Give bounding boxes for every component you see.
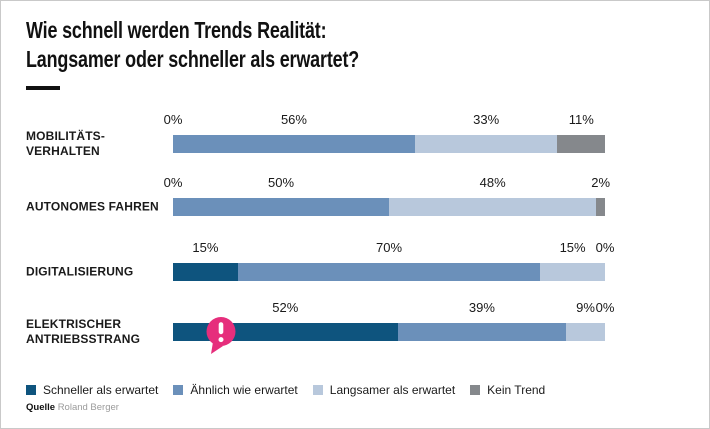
legend-swatch-similar — [173, 385, 184, 395]
value-labels: 0% 50% 48% 2% — [164, 175, 610, 191]
category-label: ELEKTRISCHER ANTRIEBSSTRANG — [26, 317, 141, 346]
legend-item-none: Kein Trend — [470, 383, 545, 397]
legend-swatch-faster — [26, 385, 36, 395]
title-dash — [26, 86, 60, 90]
bar-segment-slower — [566, 323, 605, 341]
legend-swatch-slower — [312, 385, 323, 395]
title-line-2: Langsamer oder schneller als erwartet? — [26, 45, 360, 72]
category-label: DIGITALISIERUNG — [26, 264, 134, 279]
legend-label: Ähnlich wie erwartet — [190, 383, 298, 397]
legend-label: Kein Trend — [487, 383, 546, 397]
legend-item-similar: Ähnlich wie erwartet — [173, 383, 298, 397]
value-label-none: 0% — [595, 240, 615, 255]
page-title: Wie schnell werden Trends Realität: Langs… — [26, 16, 359, 73]
value-label-faster: 52% — [272, 300, 299, 315]
value-labels: 15% 70% 15% 0% — [173, 240, 614, 256]
value-label-faster: 0% — [163, 175, 183, 190]
value-label-slower: 48% — [479, 175, 506, 190]
bar-segment-similar — [173, 198, 389, 216]
value-label-slower: 9% — [576, 300, 595, 315]
category-label: AUTONOMES FAHREN — [26, 199, 159, 214]
value-label-similar: 56% — [280, 112, 307, 127]
bar-segment-slower — [389, 198, 597, 216]
chart-row: AUTONOMES FAHREN 0% 50% 48% 2% — [26, 174, 686, 234]
bar-track — [173, 317, 605, 354]
source-value: Roland Berger — [57, 402, 119, 413]
value-labels: 52% 39% 9% 0% — [173, 300, 614, 316]
value-label-faster: 15% — [192, 240, 219, 255]
legend-swatch-none — [470, 385, 481, 395]
chart-row: DIGITALISIERUNG 15% 70% 15% 0% — [26, 239, 686, 299]
category-label: MOBILITÄTS- VERHALTEN — [26, 129, 105, 158]
bar-segment-faster — [173, 323, 398, 341]
chart-row: ELEKTRISCHER ANTRIEBSSTRANG 52% 39% 9% 0% — [26, 299, 686, 359]
bar-track — [173, 198, 605, 216]
bar-segment-none — [596, 198, 605, 216]
legend-item-faster: Schneller als erwartet — [26, 383, 158, 397]
bar-segment-none — [557, 135, 605, 153]
bar-segment-faster — [173, 263, 238, 281]
legend-item-slower: Langsamer als erwartet — [312, 383, 456, 397]
title-line-1: Wie schnell werden Trends Realität: — [26, 17, 327, 43]
bar-track — [173, 263, 605, 281]
legend-label: Schneller als erwartet — [43, 383, 159, 397]
bar-segment-similar — [237, 263, 541, 281]
chart-row: MOBILITÄTS- VERHALTEN 0% 56% 33% 11% — [26, 111, 686, 171]
bar-segment-similar — [397, 323, 567, 341]
value-label-similar: 50% — [267, 175, 295, 190]
value-label-slower: 15% — [559, 240, 586, 255]
value-label-faster: 0% — [163, 112, 183, 127]
value-label-similar: 70% — [375, 240, 403, 255]
legend-label: Langsamer als erwartet — [329, 383, 456, 397]
source-label: Quelle — [26, 402, 56, 413]
legend: Schneller als erwartet Ähnlich wie erwart… — [26, 383, 545, 397]
value-label-slower: 33% — [473, 112, 500, 127]
bar-track — [173, 135, 605, 153]
value-label-none: 0% — [595, 300, 615, 315]
value-label-similar: 39% — [468, 300, 495, 315]
bar-segment-slower — [414, 135, 558, 153]
value-label-none: 11% — [568, 112, 594, 127]
bar-segment-slower — [540, 263, 605, 281]
value-labels: 0% 56% 33% 11% — [164, 112, 605, 128]
bar-segment-similar — [173, 135, 415, 153]
value-label-none: 2% — [591, 175, 611, 190]
source-line: Quelle Roland Berger — [26, 402, 119, 413]
